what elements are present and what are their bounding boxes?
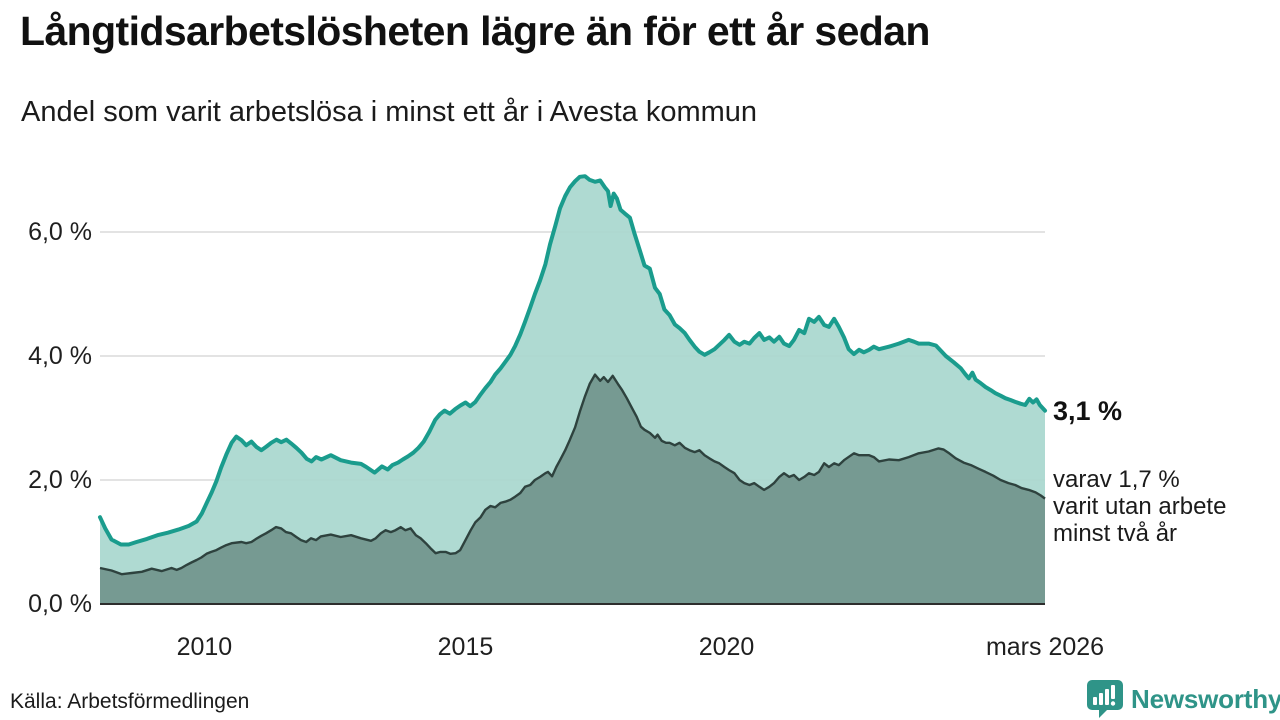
secondary-annotation: varav 1,7 % varit utan arbete minst två …: [1053, 466, 1226, 547]
newsworthy-logo: Newsworthy: [1086, 679, 1280, 719]
line-unemployed-min-two-years: [99, 373, 1046, 576]
annotation-line-2: varit utan arbete: [1053, 493, 1227, 520]
area-unemployed-min-two-years: [100, 374, 1045, 604]
y-tick-label: 0,0 %: [28, 590, 92, 618]
x-tick-label: 2020: [698, 633, 755, 661]
newsworthy-wordmark: Newsworthy: [1131, 683, 1280, 714]
page-title: Långtidsarbetslösheten lägre än för ett …: [20, 8, 930, 54]
chart-subtitle: Andel som varit arbetslösa i minst ett å…: [21, 96, 758, 128]
y-tick-label: 2,0 %: [28, 466, 92, 494]
y-tick-label: 4,0 %: [28, 342, 92, 370]
source-caption: Källa: Arbetsförmedlingen: [10, 690, 250, 713]
annotation-line-1: varav 1,7 %: [1053, 466, 1180, 493]
newsworthy-icon: [1087, 680, 1123, 718]
line-unemployed-min-one-year: [98, 174, 1047, 547]
x-tick-label: 2010: [176, 633, 233, 661]
annotation-line-3: minst två år: [1053, 520, 1178, 547]
x-tick-label: 2015: [437, 633, 494, 661]
y-tick-label: 6,0 %: [28, 218, 92, 246]
x-tick-label: mars 2026: [985, 633, 1105, 661]
end-value-label: 3,1 %: [1053, 396, 1123, 426]
